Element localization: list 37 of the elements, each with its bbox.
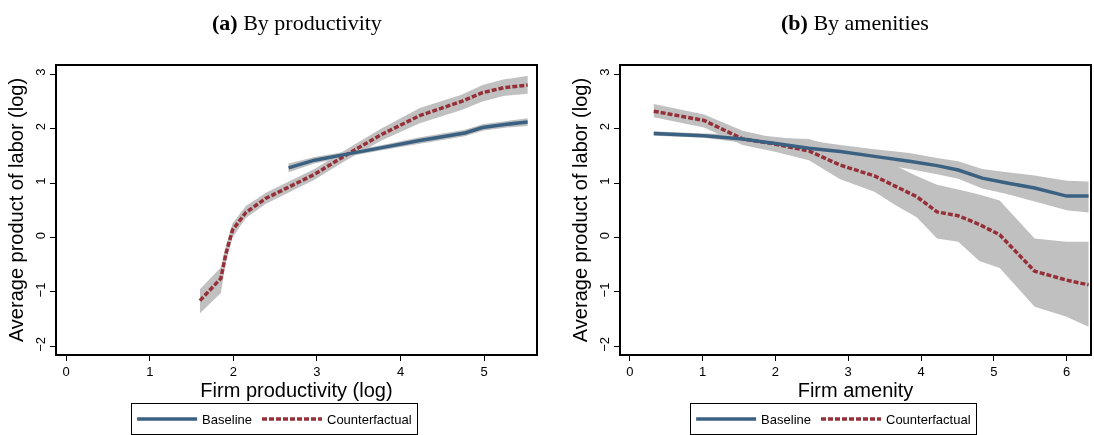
legend-label: Baseline: [761, 412, 811, 428]
x-tick-label: 3: [313, 364, 321, 380]
line-series: [652, 131, 1090, 198]
y-tick-label: −2: [597, 337, 613, 352]
chart-title: (b) By amenities: [781, 10, 929, 35]
x-tick-label: 5: [480, 364, 488, 380]
x-tick-label: 6: [1063, 364, 1071, 380]
x-tick-label: 5: [990, 364, 998, 380]
y-axis-title: Average product of labor (log): [569, 77, 592, 343]
y-tick-label: 2: [597, 123, 613, 131]
y-axis-title: Average product of labor (log): [5, 77, 28, 343]
legend-label: Baseline: [202, 412, 252, 428]
y-tick-label: −2: [33, 337, 49, 352]
x-tick-label: 4: [917, 364, 925, 380]
y-tick-label: 1: [597, 177, 613, 185]
line-series: [652, 109, 1090, 287]
x-axis-title: Firm productivity (log): [200, 379, 393, 402]
y-tick-label: 3: [33, 68, 49, 76]
x-tick-label: 2: [771, 364, 780, 380]
x-tick-label: 0: [62, 364, 70, 380]
x-tick-label: 0: [626, 364, 634, 380]
y-tick-label: −1: [597, 282, 613, 298]
x-tick-label: 1: [146, 364, 154, 380]
x-axis-title: Firm amenity: [797, 379, 914, 402]
x-tick-label: 3: [844, 364, 852, 380]
y-tick-label: 2: [33, 123, 49, 131]
y-tick-label: 0: [33, 231, 49, 240]
y-tick-label: 1: [33, 177, 49, 185]
legend-label: Counterfactual: [326, 412, 412, 428]
y-tick-label: −1: [33, 282, 49, 298]
y-tick-label: 0: [597, 231, 613, 240]
x-tick-label: 1: [698, 364, 707, 380]
x-tick-label: 2: [229, 364, 238, 380]
legend-label: Counterfactual: [885, 412, 971, 428]
chart-title: (a) By productivity: [212, 10, 382, 35]
x-tick-label: 4: [396, 364, 405, 380]
y-tick-label: 3: [597, 68, 613, 76]
